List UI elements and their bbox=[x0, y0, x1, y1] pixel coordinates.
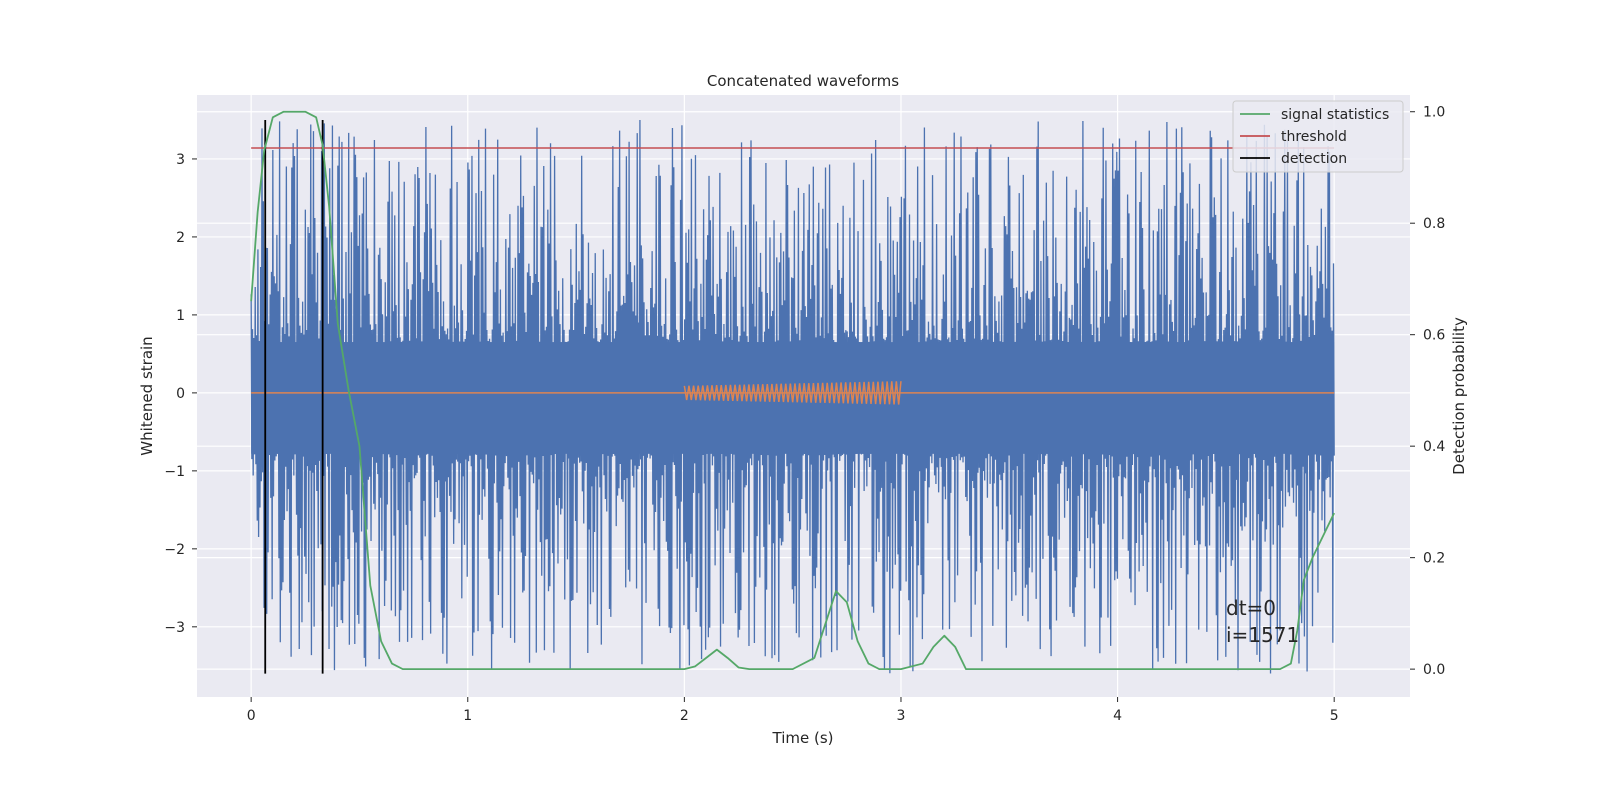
right-y-axis-ticks: 0.0 0.2 0.4 0.6 0.8 1.0 bbox=[1410, 105, 1445, 678]
x-tick-label: 3 bbox=[897, 708, 906, 724]
legend-label-detection: detection bbox=[1281, 151, 1347, 167]
legend: signal statistics threshold detection bbox=[1232, 100, 1404, 173]
y-tick-label: −3 bbox=[164, 620, 185, 636]
annotation-index: i=1571 bbox=[1226, 623, 1299, 647]
legend-label-threshold: threshold bbox=[1281, 129, 1347, 145]
y-tick-label: 1 bbox=[176, 308, 185, 324]
left-y-axis-ticks: −3 −2 −1 0 1 2 3 bbox=[164, 152, 197, 636]
y-tick-label: −1 bbox=[164, 464, 185, 480]
left-y-axis-label: Whitened strain bbox=[138, 336, 156, 455]
y2-tick-label: 0.2 bbox=[1423, 551, 1445, 567]
legend-box bbox=[1232, 100, 1404, 173]
y2-tick-label: 0.0 bbox=[1423, 662, 1445, 678]
x-axis-ticks: 0 1 2 3 4 5 bbox=[247, 697, 1339, 724]
x-tick-label: 0 bbox=[247, 708, 256, 724]
x-tick-label: 2 bbox=[680, 708, 689, 724]
injected-waveform-series bbox=[251, 381, 1335, 405]
chart-title: Concatenated waveforms bbox=[707, 72, 899, 90]
y2-tick-label: 1.0 bbox=[1423, 105, 1445, 121]
detection-series bbox=[264, 119, 324, 674]
injection-chirp bbox=[683, 381, 902, 405]
legend-label-signal-statistics: signal statistics bbox=[1281, 107, 1389, 123]
x-axis-label: Time (s) bbox=[772, 729, 834, 747]
y-tick-label: −2 bbox=[164, 542, 185, 558]
y-tick-label: 3 bbox=[176, 152, 185, 168]
signal-statistics-line bbox=[250, 110, 1335, 671]
y-tick-label: 0 bbox=[176, 386, 185, 402]
y2-tick-label: 0.4 bbox=[1423, 439, 1445, 455]
signal-statistics-series bbox=[250, 110, 1335, 671]
strain-line bbox=[250, 119, 1335, 674]
y2-tick-label: 0.6 bbox=[1423, 328, 1445, 344]
x-tick-label: 5 bbox=[1330, 708, 1339, 724]
y2-tick-label: 0.8 bbox=[1423, 216, 1445, 232]
y-tick-label: 2 bbox=[176, 230, 185, 246]
x-tick-label: 4 bbox=[1113, 708, 1122, 724]
annotation-dt: dt=0 bbox=[1226, 596, 1276, 620]
x-tick-label: 1 bbox=[463, 708, 472, 724]
right-y-axis-label: Detection probability bbox=[1450, 317, 1468, 475]
